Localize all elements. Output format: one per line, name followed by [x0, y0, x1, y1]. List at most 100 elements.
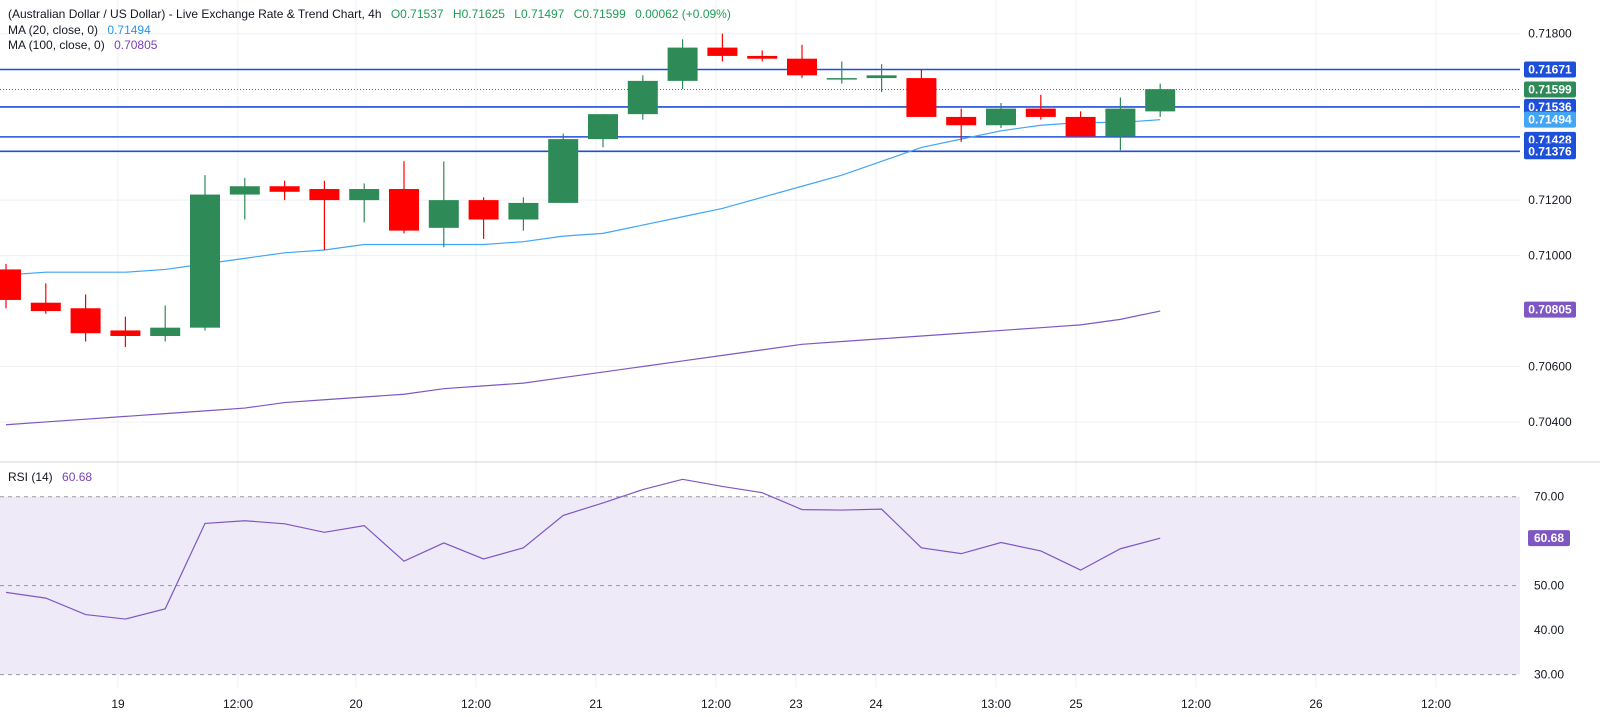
time-tick-label: 26 [1309, 697, 1323, 711]
ma100-line [5, 310, 1161, 426]
candle [1065, 111, 1096, 137]
candle [787, 44, 817, 79]
candle [667, 39, 698, 90]
candle [0, 263, 21, 309]
candle-body [627, 80, 658, 115]
candle [110, 316, 141, 348]
candle-body [389, 189, 419, 231]
symbol-title[interactable]: (Australian Dollar / US Dollar) - Live E… [8, 7, 382, 21]
candle-body [667, 47, 698, 81]
candle-body [1065, 116, 1096, 137]
price-tag [1524, 301, 1576, 318]
time-tick-label: 20 [349, 697, 363, 711]
time-tick-label: 23 [789, 697, 803, 711]
rsi-tick-label: 40.00 [1534, 623, 1564, 637]
time-tick-label: 12:00 [223, 697, 253, 711]
rsi-tag [1528, 530, 1570, 547]
time-axis: 19 12:00 20 12:00 21 12:00 23 24 13:00 25 12:00 26 1… [111, 697, 1451, 711]
candle-body [349, 189, 380, 201]
close-value: C0.71599 [573, 7, 626, 21]
candle-body [707, 47, 738, 56]
candle [508, 197, 539, 231]
price-tag-label: 0.70805 [1528, 303, 1572, 317]
candle-body [269, 186, 300, 192]
candle [747, 50, 778, 62]
rsi-level-lines [0, 496, 1520, 676]
candle [229, 177, 260, 220]
candle-body [906, 78, 937, 117]
candle [946, 108, 977, 142]
candle [389, 161, 419, 234]
candle-body [866, 75, 897, 79]
candle [30, 283, 61, 314]
candle [866, 64, 897, 92]
price-tag-label: 0.71599 [1528, 82, 1572, 96]
price-tick-label: 0.70600 [1528, 359, 1572, 373]
candle-body [1145, 89, 1176, 112]
candle [1105, 97, 1136, 151]
price-tag [1524, 111, 1576, 128]
price-tag [1524, 98, 1576, 115]
rsi-tick-label: 70.00 [1534, 490, 1564, 504]
price-tag-label: 0.71536 [1528, 100, 1572, 114]
price-tag-label: 0.71494 [1528, 113, 1572, 127]
candle [269, 180, 300, 201]
candle [428, 161, 459, 248]
candle-body [428, 200, 459, 228]
candle [70, 294, 101, 342]
price-tag-label: 0.71376 [1528, 144, 1572, 158]
candle [906, 69, 937, 117]
candle [349, 183, 380, 223]
candle-body [30, 302, 61, 312]
ma20-label: MA (20, close, 0) [8, 23, 99, 37]
candle-body [548, 139, 579, 203]
candle-body [190, 194, 220, 328]
ma20-line [5, 119, 1161, 276]
candle-body [110, 330, 141, 336]
time-tick-label: 24 [869, 697, 883, 711]
candle-body [150, 327, 181, 336]
candle [309, 180, 340, 251]
ma20-value: 0.71494 [107, 23, 151, 37]
candle-body [747, 55, 778, 59]
rsi-value: 60.68 [62, 470, 93, 484]
price-tick-label: 0.71000 [1528, 249, 1572, 263]
high-value: H0.71625 [452, 7, 505, 21]
rsi-axis: 70.00 60.68 50.00 40.00 30.00 [1528, 490, 1570, 682]
candle-body [986, 108, 1016, 126]
low-value: L0.71497 [514, 7, 565, 21]
support-resistance-lines [0, 68, 1520, 153]
candlesticks [0, 33, 1176, 348]
time-tick-label: 19 [111, 697, 125, 711]
time-tick-label: 12:00 [1421, 697, 1451, 711]
price-tag-label: 0.71671 [1528, 63, 1572, 77]
candle-body [508, 202, 539, 220]
time-tick-label: 21 [589, 697, 603, 711]
time-tick-label: 25 [1069, 697, 1083, 711]
candle-body [946, 116, 977, 126]
candle-body [309, 189, 340, 201]
price-tag [1524, 61, 1576, 78]
rsi-legend[interactable]: RSI (14) 60.68 [8, 470, 98, 485]
rsi-tick-label: 30.00 [1534, 668, 1564, 682]
candle [1145, 83, 1176, 117]
time-tick-label: 12:00 [701, 697, 731, 711]
rsi-line [5, 478, 1161, 620]
candle-body [70, 308, 101, 334]
candle [150, 305, 181, 342]
price-tag [1524, 81, 1576, 98]
candle [1025, 94, 1056, 120]
candle-body [468, 200, 499, 220]
candle-body [826, 78, 857, 80]
time-tick-label: 12:00 [1181, 697, 1211, 711]
candle-body [787, 58, 817, 76]
ma20-legend[interactable]: MA (20, close, 0) 0.71494 [8, 23, 157, 38]
candle [588, 114, 618, 148]
candle-body [588, 114, 618, 140]
price-tick-label: 0.71200 [1528, 193, 1572, 207]
ma100-value: 0.70805 [114, 38, 158, 52]
chart-header: (Australian Dollar / US Dollar) - Live E… [8, 7, 737, 22]
candle [986, 103, 1016, 129]
ma100-legend[interactable]: MA (100, close, 0) 0.70805 [8, 38, 163, 53]
